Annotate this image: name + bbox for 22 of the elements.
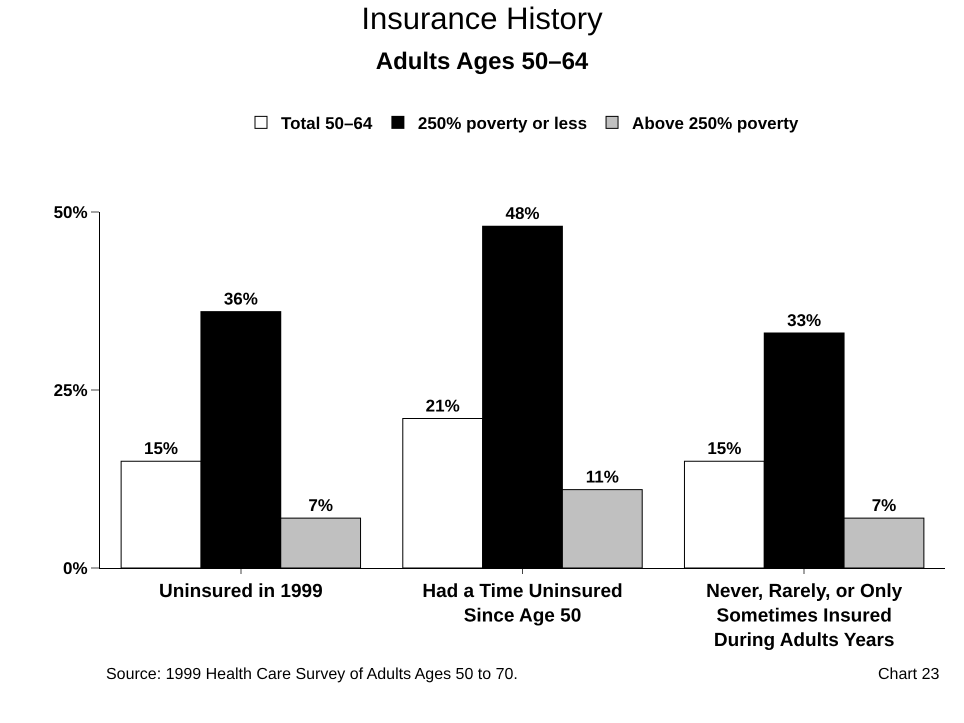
data-label: 11% bbox=[586, 468, 619, 487]
data-label: 15% bbox=[144, 439, 178, 458]
y-tick-label: 0% bbox=[63, 558, 88, 578]
caption: Chart 23 bbox=[878, 666, 940, 683]
data-label: 7% bbox=[872, 496, 896, 516]
source-note: Source: 1999 Health Care Survey of Adults Ages 50 to 70. bbox=[106, 666, 518, 683]
chart-title: Insurance History bbox=[361, 0, 604, 36]
data-label: 48% bbox=[505, 204, 540, 224]
chart-subtitle: Adults Ages 50–64 bbox=[376, 48, 589, 76]
data-label: 7% bbox=[308, 496, 333, 516]
x-tick-label: Never, Rarely, or Only Sometimes Insured During Adults Years bbox=[706, 580, 903, 652]
legend-label: Above 250% poverty bbox=[632, 114, 799, 133]
x-tick-label: Uninsured in 1999 bbox=[158, 580, 323, 602]
legend-label: Total 50–64 bbox=[281, 114, 373, 133]
legend-label: 250% poverty or less bbox=[418, 114, 588, 133]
x-tick-label: Had a Time Uninsured Since Age 50 bbox=[422, 580, 623, 626]
data-label: 15% bbox=[707, 439, 742, 458]
y-tick-label: 50% bbox=[54, 202, 88, 222]
data-label: 33% bbox=[787, 311, 822, 330]
data-label: 36% bbox=[224, 290, 258, 309]
data-label: 21% bbox=[426, 396, 460, 416]
y-tick-label: 25% bbox=[54, 380, 88, 400]
